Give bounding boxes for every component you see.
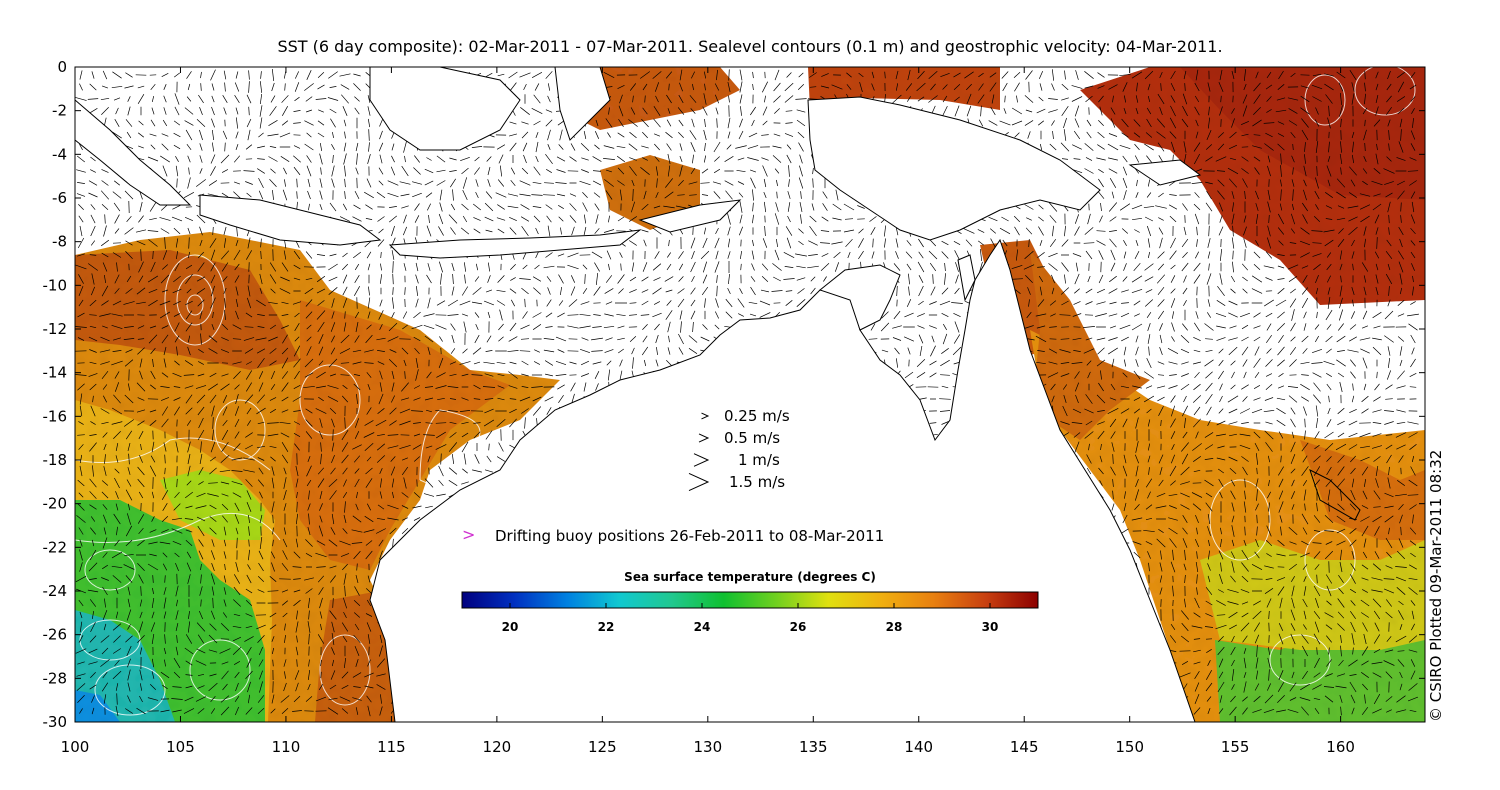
sst-coral-warm <box>1030 250 1150 440</box>
x-tick-label: 120 <box>483 738 512 756</box>
sst-tasman-green <box>1215 630 1425 722</box>
colorbar-gradient <box>461 591 1039 609</box>
colorbar-tick-label: 24 <box>694 620 711 634</box>
cape-york <box>957 254 976 302</box>
y-tick-label: -30 <box>43 713 68 731</box>
y-tick-label: -8 <box>52 233 67 251</box>
sst-tasman-yellow <box>1200 540 1425 650</box>
x-tick-label: 140 <box>904 738 933 756</box>
timor <box>638 199 742 233</box>
y-axis: 0 -2 -4 -6 -8 -10 -12 -14 -16 -18 -20 -22 -24 -26 -28 -… <box>43 58 1425 731</box>
y-tick-label: -12 <box>43 320 68 338</box>
plot-credit: © CSIRO Plotted 09-Mar-2011 08:32 <box>1427 450 1445 722</box>
y-tick-label: -14 <box>43 364 68 382</box>
x-tick-label: 130 <box>693 738 722 756</box>
y-tick-label: 0 <box>57 58 67 76</box>
y-tick-label: -20 <box>43 495 68 513</box>
x-tick-label: 145 <box>1010 738 1039 756</box>
sst-colorbar: Sea surface temperature (degrees C) 20 22… <box>461 570 1039 634</box>
new-caledonia <box>1309 469 1361 521</box>
x-tick-label: 105 <box>166 738 195 756</box>
y-tick-label: -18 <box>43 451 68 469</box>
sst-wa-coast <box>315 590 395 722</box>
sealevel-contours <box>75 67 1416 716</box>
y-tick-label: -26 <box>43 626 68 644</box>
velocity-arrow-icon <box>698 433 710 443</box>
y-tick-label: -22 <box>43 538 68 556</box>
new-britain <box>1128 159 1202 186</box>
buoy-legend-label: Drifting buoy positions 26-Feb-2011 to 0… <box>495 527 884 545</box>
sst-north-east2 <box>1180 67 1425 200</box>
x-tick-label: 155 <box>1221 738 1250 756</box>
y-tick-label: -2 <box>52 102 67 120</box>
velocity-arrow-icon <box>688 472 710 492</box>
buoy-marker-icon: > <box>462 525 475 544</box>
sst-shelf-east <box>290 300 510 570</box>
velocity-legend-label: 1 m/s <box>738 451 780 469</box>
x-tick-label: 125 <box>588 738 617 756</box>
y-tick-label: -6 <box>52 189 67 207</box>
y-tick-label: -28 <box>43 669 68 687</box>
sst-png-north <box>808 67 1000 110</box>
x-tick-label: 100 <box>61 738 90 756</box>
gulf-of-carpentaria <box>818 264 901 331</box>
x-tick-label: 115 <box>377 738 406 756</box>
geostrophic-velocity-field <box>75 69 1419 717</box>
colorbar-tick-label: 20 <box>502 620 519 634</box>
velocity-arrow-icon <box>693 453 710 467</box>
colorbar-tick-label: 22 <box>598 620 615 634</box>
plot-frame <box>74 66 1426 723</box>
velocity-legend: 0.25 m/s 0.5 m/s 1 m/s 1.5 m/s <box>688 407 790 492</box>
x-tick-label: 110 <box>272 738 301 756</box>
colorbar-tick-label: 26 <box>790 620 807 634</box>
map-title: SST (6 day composite): 02-Mar-2011 - 07-… <box>277 37 1222 56</box>
new-guinea <box>807 96 1101 241</box>
sulawesi <box>554 67 611 141</box>
buoy-legend: > Drifting buoy positions 26-Feb-2011 to… <box>462 525 884 545</box>
map-plot-area <box>75 67 1425 722</box>
colorbar-tick-label: 28 <box>886 620 903 634</box>
velocity-arrows <box>75 69 1419 717</box>
velocity-legend-label: 0.25 m/s <box>724 407 790 425</box>
colorbar-tick-label: 30 <box>982 620 999 634</box>
y-tick-label: -16 <box>43 407 68 425</box>
y-tick-label: -4 <box>52 145 67 163</box>
x-tick-label: 160 <box>1326 738 1355 756</box>
x-tick-label: 135 <box>799 738 828 756</box>
y-tick-label: -24 <box>43 582 68 600</box>
sst-coral-hot <box>1300 440 1425 540</box>
sst-cold-west <box>75 610 175 722</box>
velocity-legend-label: 1.5 m/s <box>729 473 785 491</box>
velocity-legend-label: 0.5 m/s <box>724 429 780 447</box>
y-tick-label: -10 <box>43 276 68 294</box>
lesser-sunda-islands <box>388 229 642 259</box>
colorbar-ticks: 20 22 24 26 28 30 <box>502 603 999 634</box>
sst-coldest-west <box>75 690 120 722</box>
colorbar-title: Sea surface temperature (degrees C) <box>624 570 876 584</box>
x-tick-label: 150 <box>1115 738 1144 756</box>
velocity-arrow-icon <box>701 412 710 420</box>
java <box>199 194 382 246</box>
sumatra <box>75 99 192 206</box>
x-axis: 100 105 110 115 120 125 130 135 140 145 150 155 160 <box>61 67 1355 756</box>
borneo <box>369 67 521 151</box>
sst-field <box>75 67 1425 722</box>
